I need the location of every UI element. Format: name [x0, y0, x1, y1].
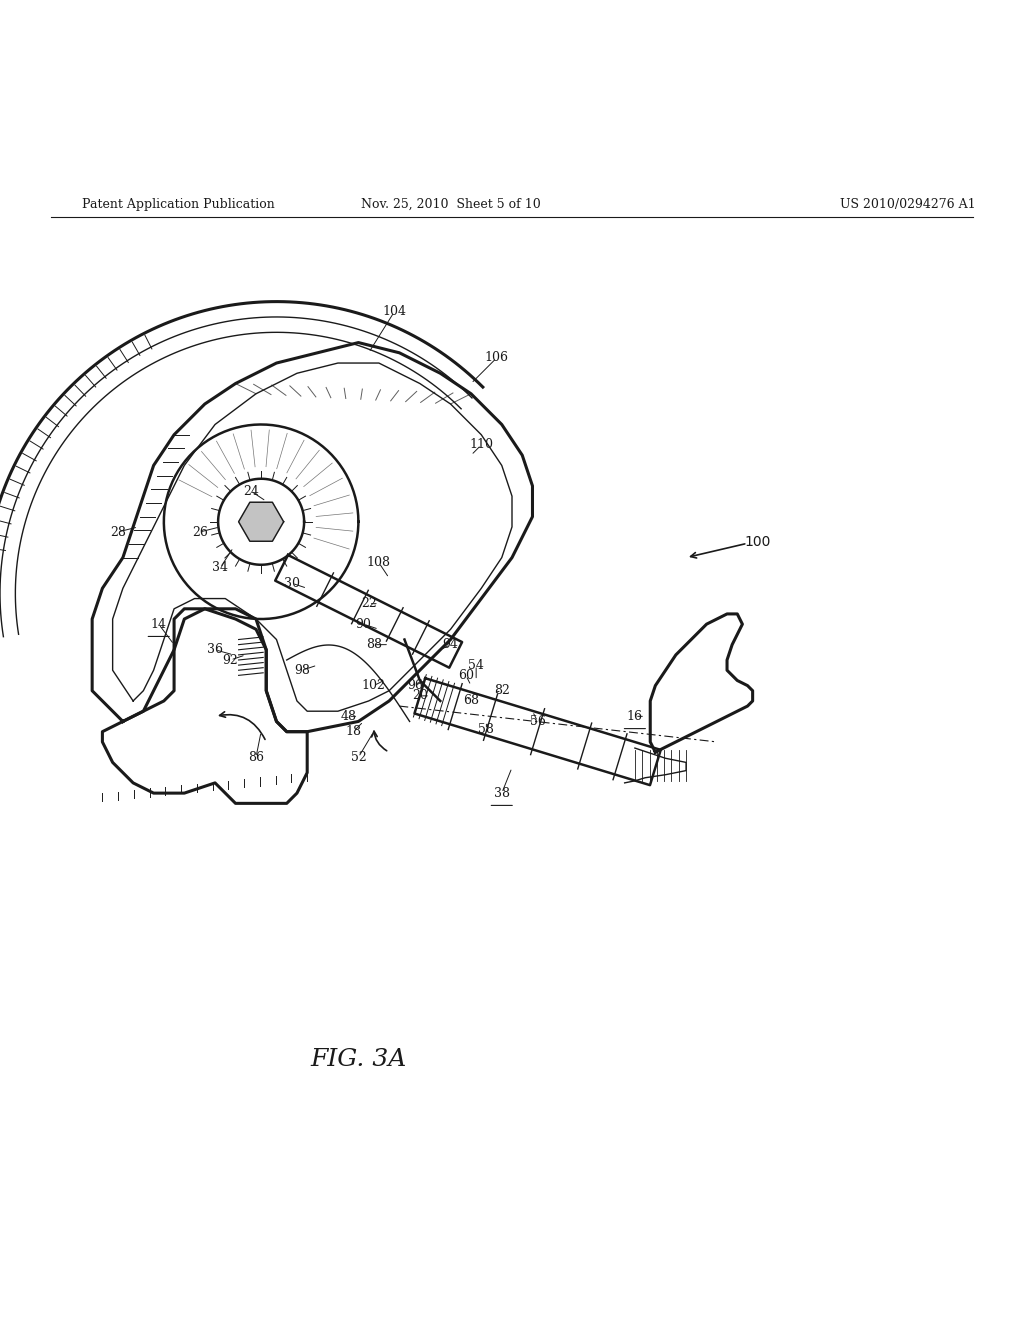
Text: 102: 102 [361, 678, 386, 692]
Text: 88: 88 [366, 638, 382, 651]
Text: 28: 28 [110, 525, 126, 539]
Text: 56: 56 [529, 715, 546, 727]
Text: Patent Application Publication: Patent Application Publication [82, 198, 274, 211]
Text: 22: 22 [360, 597, 377, 610]
Text: 36: 36 [207, 643, 223, 656]
Text: 26: 26 [191, 525, 208, 539]
Text: 34: 34 [212, 561, 228, 574]
Text: 60: 60 [458, 669, 474, 682]
Text: 14: 14 [151, 618, 167, 631]
Text: 92: 92 [222, 653, 239, 667]
Text: 20: 20 [412, 689, 428, 702]
Text: 82: 82 [494, 684, 510, 697]
Text: US 2010/0294276 A1: US 2010/0294276 A1 [840, 198, 975, 211]
Text: 86: 86 [248, 751, 264, 764]
Text: 68: 68 [463, 694, 479, 708]
Text: 106: 106 [484, 351, 509, 364]
Text: 52: 52 [350, 751, 367, 764]
Text: 54: 54 [468, 659, 484, 672]
Text: 90: 90 [355, 618, 372, 631]
Text: 94: 94 [442, 638, 459, 651]
Text: 104: 104 [382, 305, 407, 318]
Text: 110: 110 [469, 438, 494, 451]
Text: 30: 30 [284, 577, 300, 590]
Text: 38: 38 [494, 787, 510, 800]
Text: 16: 16 [627, 710, 643, 723]
Text: 98: 98 [294, 664, 310, 677]
Text: 18: 18 [345, 725, 361, 738]
Text: Nov. 25, 2010  Sheet 5 of 10: Nov. 25, 2010 Sheet 5 of 10 [360, 198, 541, 211]
Text: 24: 24 [243, 484, 259, 498]
Polygon shape [239, 502, 284, 541]
Text: 48: 48 [340, 710, 356, 723]
Text: 96: 96 [407, 678, 423, 692]
Text: FIG. 3A: FIG. 3A [310, 1048, 407, 1071]
Text: 58: 58 [478, 723, 495, 737]
Text: 108: 108 [367, 556, 391, 569]
Text: 100: 100 [744, 535, 771, 549]
